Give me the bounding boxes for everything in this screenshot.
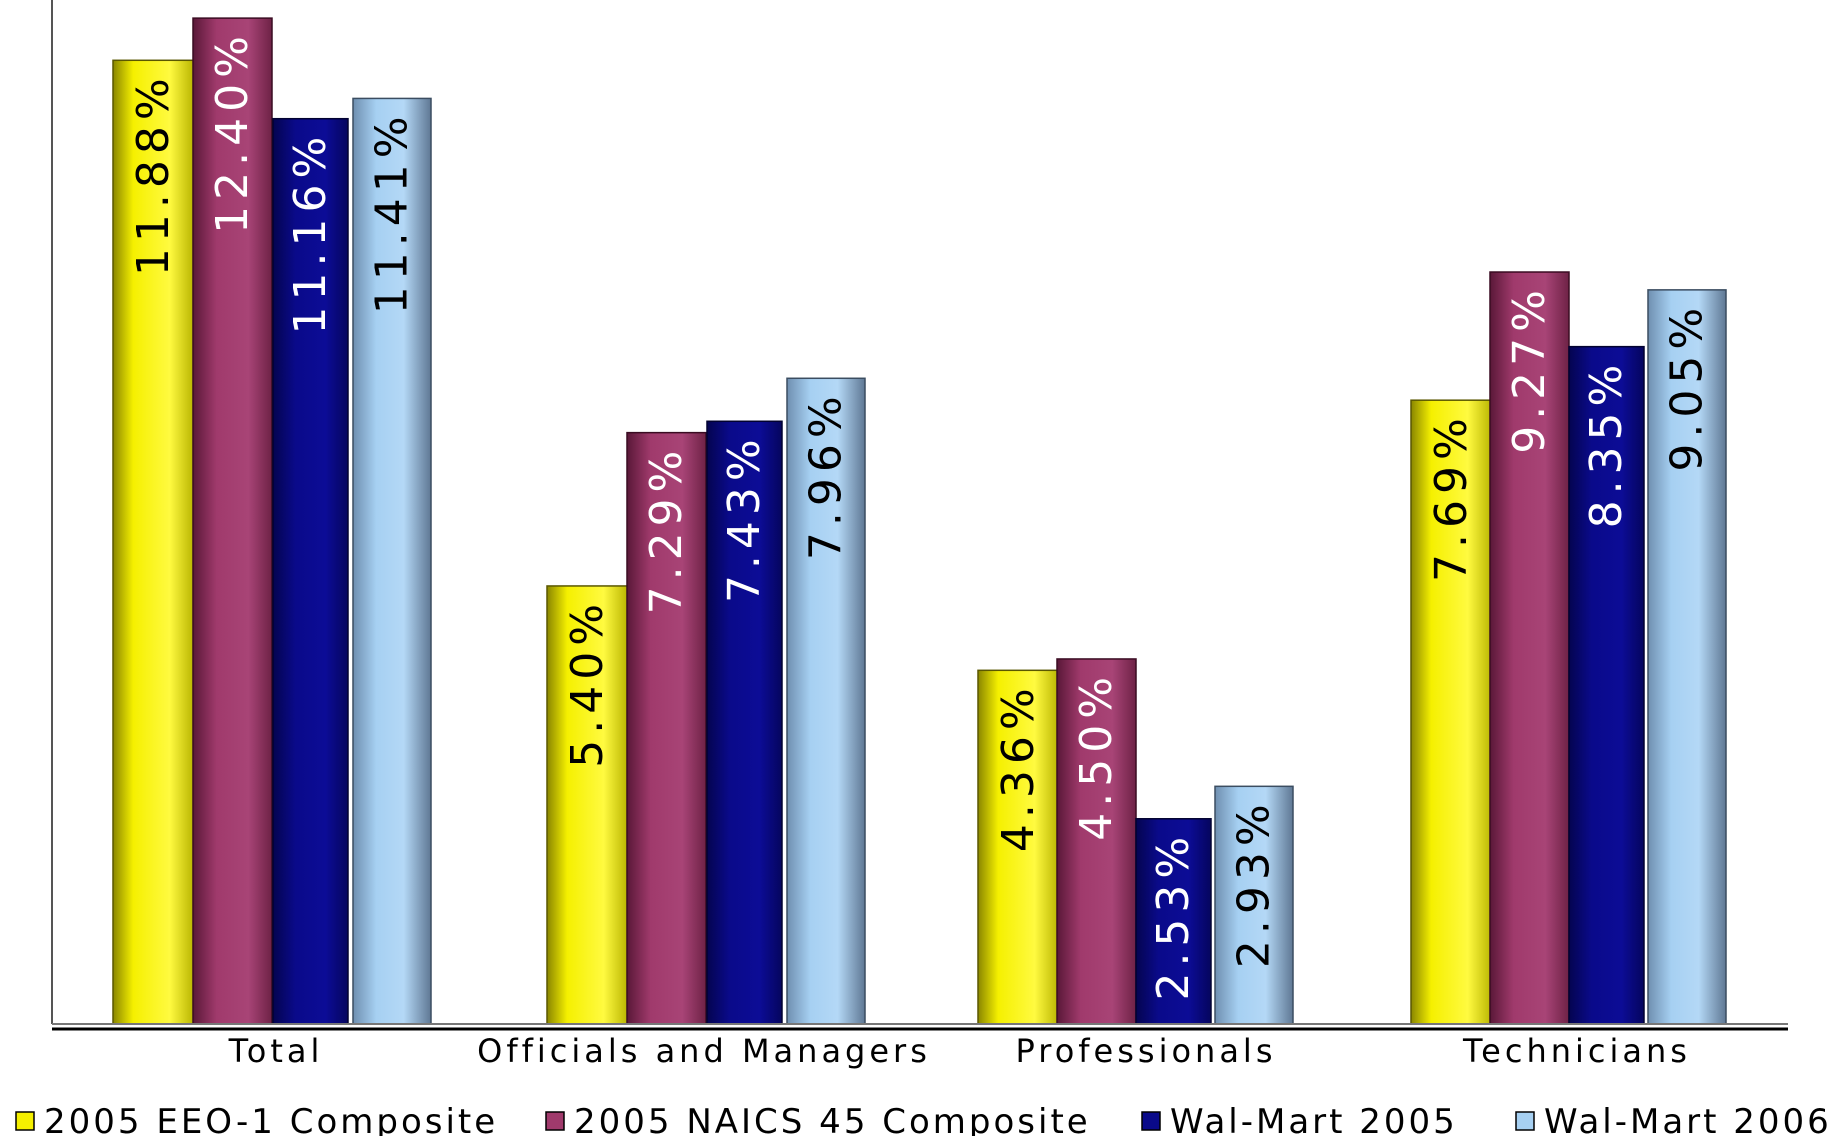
bar-value-label-s0-c1: 5.40% <box>562 598 613 768</box>
legend: 2005 EEO-1 Composite 2005 NAICS 45 Compos… <box>15 1102 1832 1136</box>
bar-value-label-s3-c3: 9.05% <box>1662 302 1713 472</box>
bar-value-label-s2-c1: 7.43% <box>719 433 770 603</box>
bar-value-label-s1-c3: 9.27% <box>1504 284 1555 454</box>
bar-value-label-s3-c0: 11.41% <box>367 110 418 314</box>
bar-s0-c3 <box>1410 399 1493 1025</box>
bar-value-label-s3-c1: 7.96% <box>801 390 852 560</box>
category-label-0: Total <box>228 1032 324 1070</box>
bar-s0-c0 <box>112 59 195 1025</box>
bar-s2-c3 <box>1568 345 1645 1025</box>
bar-value-label-s2-c0: 11.16% <box>285 131 336 335</box>
category-label-1: Officials and Managers <box>477 1032 931 1070</box>
bar-s2-c1 <box>706 420 783 1025</box>
legend-swatch-0 <box>15 1111 35 1131</box>
bar-s0-c1 <box>546 585 629 1025</box>
bar-s0-c2 <box>977 669 1060 1025</box>
legend-label-2: Wal-Mart 2005 <box>1170 1102 1458 1136</box>
bar-s1-c0 <box>192 17 273 1025</box>
legend-label-1: 2005 NAICS 45 Composite <box>574 1102 1091 1136</box>
legend-label-0: 2005 EEO-1 Composite <box>44 1102 498 1136</box>
axes <box>51 0 1788 1031</box>
bar-value-label-s1-c1: 7.29% <box>641 445 692 615</box>
bar-value-label-s1-c0: 12.40% <box>207 30 258 234</box>
bar-value-label-s0-c2: 4.36% <box>993 682 1044 852</box>
category-label-3: Technicians <box>1462 1032 1691 1070</box>
bar-value-label-s1-c2: 4.50% <box>1071 671 1122 841</box>
bar-s2-c2 <box>1135 818 1212 1025</box>
legend-swatch-2 <box>1141 1111 1161 1131</box>
category-labels: Total Officials and Managers Professionals… <box>228 1032 1691 1070</box>
legend-swatch-3 <box>1515 1111 1535 1131</box>
bar-value-label-s0-c0: 11.88% <box>128 72 179 276</box>
bar-value-label-s0-c3: 7.69% <box>1426 412 1477 582</box>
bar-value-label-s3-c2: 2.93% <box>1229 798 1280 968</box>
legend-swatch-1 <box>545 1111 565 1131</box>
bar-value-label-s2-c2: 2.53% <box>1148 831 1199 1001</box>
bar-s3-c0 <box>352 97 432 1025</box>
bar-s3-c1 <box>786 377 866 1025</box>
bars: 11.88% 5.40% 4.36% 7.69% 12.40% 7.29% 4.50% 9.2… <box>112 17 1727 1025</box>
bar-s1-c1 <box>626 431 707 1025</box>
bar-s3-c2 <box>1214 785 1294 1025</box>
bar-value-label-s2-c3: 8.35% <box>1581 359 1632 529</box>
legend-label-3: Wal-Mart 2006 <box>1544 1102 1832 1136</box>
bar-s1-c3 <box>1489 271 1570 1025</box>
bar-s3-c3 <box>1647 289 1727 1025</box>
category-label-2: Professionals <box>1016 1032 1277 1070</box>
